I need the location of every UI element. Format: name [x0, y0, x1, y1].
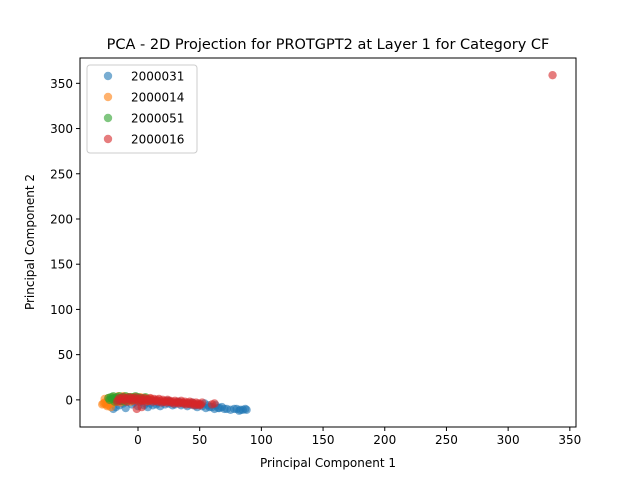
legend-entry: 2000051 — [103, 112, 184, 126]
y-tick-label: 0 — [65, 393, 73, 407]
legend-marker — [103, 134, 113, 144]
data-point — [242, 405, 251, 415]
x-tick-label: 300 — [497, 433, 520, 447]
series-2000016 — [112, 70, 557, 414]
points-layer — [98, 70, 557, 415]
x-axis-label: Principal Component 1 — [260, 456, 396, 470]
y-tick-label: 200 — [50, 212, 73, 226]
legend-marker — [103, 113, 113, 123]
x-tick-label: 100 — [250, 433, 273, 447]
legend-entry: 2000016 — [103, 133, 184, 147]
x-tick-label: 350 — [558, 433, 581, 447]
data-point — [137, 402, 146, 412]
x-tick-label: 150 — [312, 433, 335, 447]
x-axis-ticks: 0 50 100 150 200 250 300 350 — [134, 427, 581, 447]
legend-frame — [86, 64, 198, 154]
y-tick-label: 150 — [50, 258, 73, 272]
data-point — [210, 399, 219, 408]
x-tick-label: 250 — [435, 433, 458, 447]
x-tick-label: 0 — [134, 433, 142, 447]
legend: 2000031 2000014 2000051 2000016 — [86, 64, 198, 154]
legend-marker — [103, 71, 113, 81]
chart-title: PCA - 2D Projection for PROTGPT2 at Laye… — [107, 37, 550, 53]
y-tick-label: 100 — [50, 303, 73, 317]
data-point — [548, 70, 557, 80]
y-tick-label: 350 — [50, 77, 73, 91]
y-axis-ticks: 0 50 100 150 200 250 300 350 — [50, 77, 80, 407]
data-point — [121, 403, 130, 413]
legend-marker — [103, 92, 113, 102]
data-point — [197, 398, 207, 407]
x-tick-label: 200 — [373, 433, 396, 447]
data-point — [230, 404, 239, 414]
legend-label: 2000051 — [131, 112, 184, 126]
y-axis-label: Principal Component 2 — [23, 174, 37, 310]
y-tick-label: 250 — [50, 167, 73, 181]
legend-entry: 2000031 — [103, 70, 184, 84]
y-tick-label: 50 — [58, 348, 73, 362]
data-point — [222, 404, 232, 414]
legend-entries: 2000031 2000014 2000051 2000016 — [103, 70, 184, 147]
x-tick-label: 50 — [192, 433, 207, 447]
plot-area-frame — [79, 57, 577, 428]
y-tick-label: 300 — [50, 122, 73, 136]
data-point — [236, 405, 245, 415]
legend-label: 2000016 — [131, 133, 184, 147]
legend-entry: 2000014 — [103, 91, 184, 105]
legend-label: 2000031 — [131, 70, 184, 84]
legend-label: 2000014 — [131, 91, 184, 105]
